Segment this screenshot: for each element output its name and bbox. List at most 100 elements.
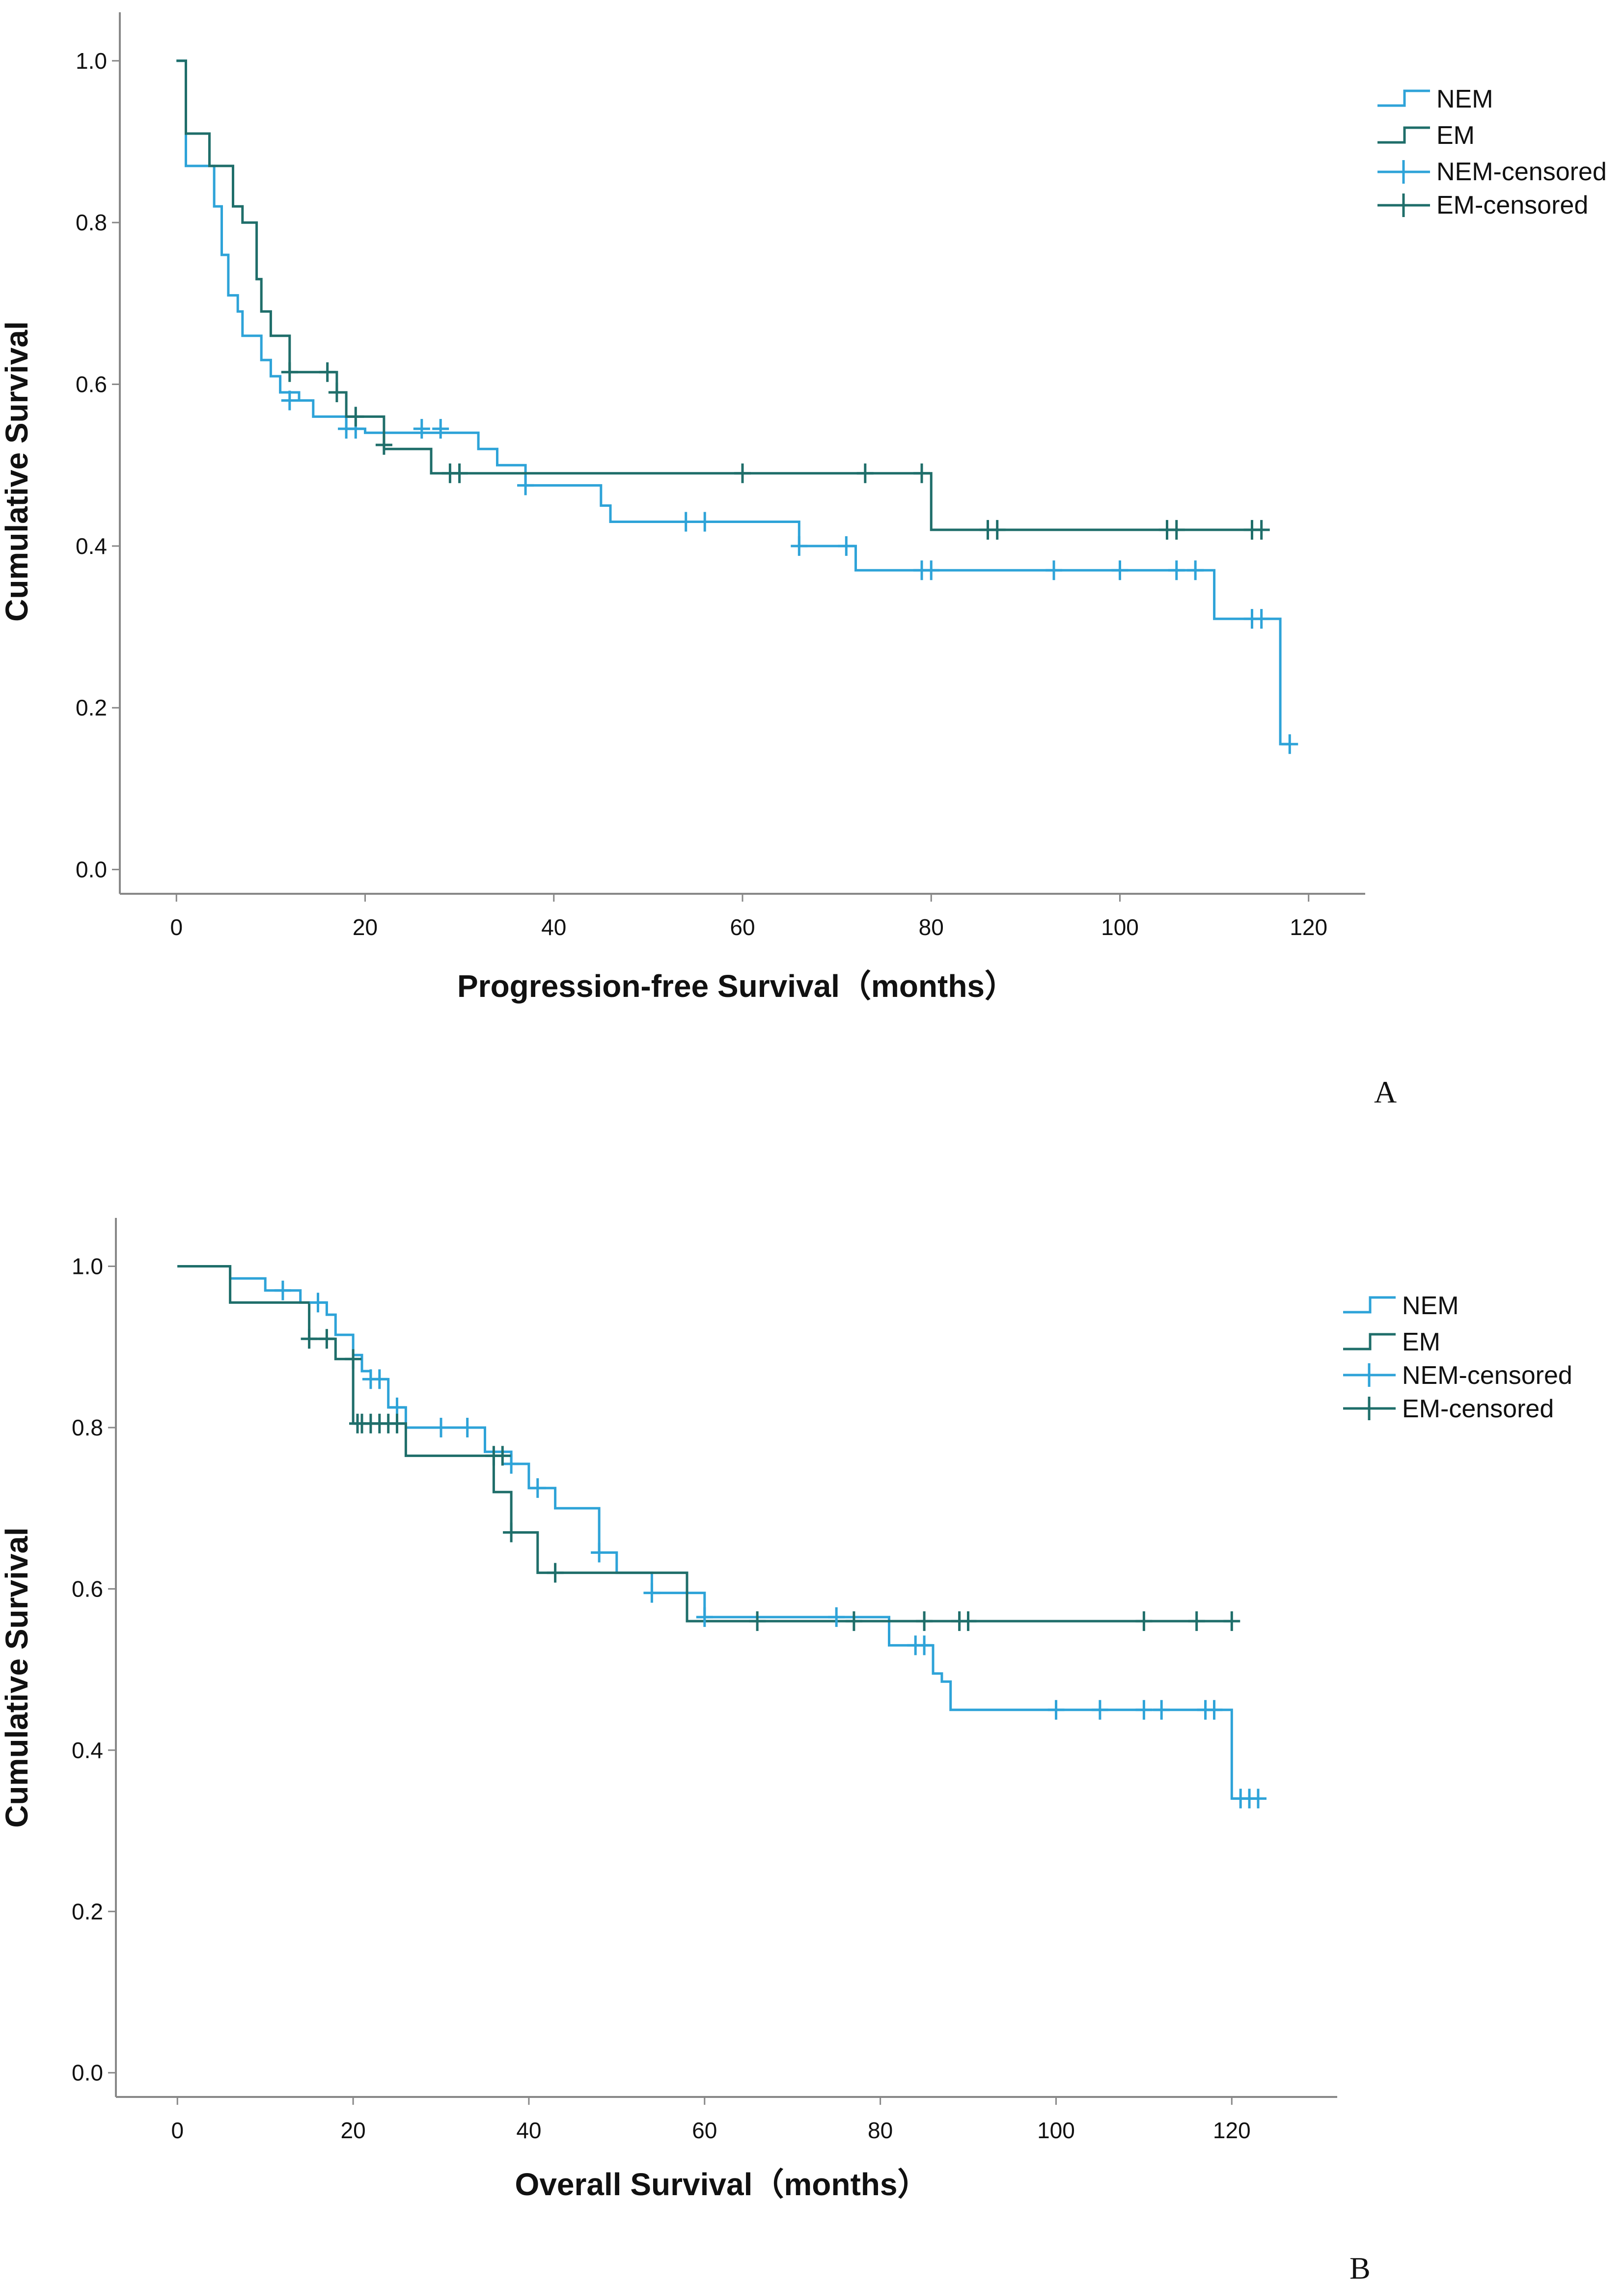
censor-mark-nem — [1206, 1700, 1223, 1720]
censor-mark-em — [749, 1611, 766, 1631]
censor-mark-nem — [433, 1418, 449, 1437]
y-tick-labels: 0.0 0.2 0.4 0.6 0.8 1.0 — [72, 1254, 103, 2086]
x-tick-label: 80 — [919, 914, 944, 940]
legend-item-nem: NEM — [1377, 85, 1493, 113]
legend-swatch-nem-step — [1343, 1296, 1396, 1314]
x-tick-label: 40 — [516, 2118, 541, 2143]
y-tick-label: 1.0 — [76, 48, 107, 74]
censor-mark-em — [734, 463, 751, 483]
legend-item-nem: NEM — [1343, 1292, 1459, 1320]
censor-mark-nem — [274, 1280, 291, 1300]
censor-mark-em — [301, 1329, 318, 1349]
y-tick-label: 0.8 — [72, 1415, 103, 1440]
censor-mark-nem — [923, 560, 940, 580]
legend-swatch-nem-step — [1377, 89, 1430, 107]
censor-mark-nem — [1047, 1700, 1065, 1720]
legend-swatch-em-step — [1343, 1333, 1396, 1350]
panel-a-chart: 0.0 0.2 0.4 0.6 0.8 1.0 0 20 40 60 80 100 120 Cumul… — [0, 12, 1607, 1109]
censor-mark-em — [1223, 1611, 1240, 1631]
survival-curve-em — [176, 59, 1262, 531]
censor-mark-nem — [503, 1454, 520, 1474]
legend-swatch-em-censored — [1377, 193, 1430, 217]
y-tick-label: 0.2 — [76, 695, 107, 720]
censor-mark-nem — [916, 1635, 933, 1655]
censor-mark-nem — [1135, 1700, 1153, 1720]
censor-mark-em — [989, 520, 1006, 540]
censor-mark-em — [375, 435, 392, 455]
axis-ticks — [112, 60, 1310, 902]
survival-curve-em — [177, 1265, 1232, 1623]
censor-mark-em — [1188, 1611, 1205, 1631]
legend-item-em: EM — [1377, 121, 1475, 150]
censor-mark-em — [345, 1349, 362, 1369]
legend-item-em-censored: EM-censored — [1377, 191, 1588, 220]
y-tick-label: 0.0 — [72, 2060, 103, 2086]
legend-item-em-censored: EM-censored — [1343, 1395, 1554, 1423]
censor-mark-nem — [1281, 734, 1298, 754]
y-tick-label: 0.6 — [76, 372, 107, 397]
censor-mark-nem — [1250, 1789, 1266, 1809]
y-tick-labels: 0.0 0.2 0.4 0.6 0.8 1.0 — [76, 48, 107, 882]
censor-mark-nem — [529, 1478, 546, 1498]
y-tick-label: 0.2 — [72, 1899, 103, 1924]
censor-mark-em — [913, 463, 930, 483]
censor-mark-nem — [696, 1607, 713, 1627]
censor-mark-em — [451, 463, 468, 483]
y-axis-title: Cumulative Survival — [0, 321, 34, 622]
censor-mark-em — [1253, 520, 1270, 540]
x-tick-label: 120 — [1213, 2118, 1251, 2143]
x-tick-label: 100 — [1101, 914, 1139, 940]
censor-mark-em — [856, 463, 874, 483]
censor-mark-em — [547, 1563, 564, 1583]
legend-swatch-nem-censored — [1377, 160, 1430, 184]
legend: NEM EM NEM-censored EM-censored — [1377, 85, 1607, 220]
y-tick-label: 0.8 — [76, 210, 107, 235]
x-tick-label: 20 — [353, 914, 378, 940]
censor-mark-em — [503, 1522, 520, 1543]
x-tick-label: 80 — [868, 2118, 893, 2143]
censor-mark-em — [347, 407, 364, 427]
censor-mark-nem — [838, 536, 855, 556]
legend-label-em: EM — [1402, 1328, 1440, 1356]
censor-mark-nem — [371, 1369, 388, 1389]
censor-mark-em — [281, 362, 298, 382]
x-tick-labels: 0 20 40 60 80 100 120 — [171, 2118, 1250, 2143]
y-tick-label: 1.0 — [72, 1254, 103, 1279]
censor-mark-nem — [517, 475, 534, 496]
x-tick-label: 40 — [541, 914, 566, 940]
censor-mark-nem — [413, 419, 430, 439]
censor-mark-em — [494, 1446, 511, 1466]
censor-mark-nem — [309, 1293, 327, 1313]
y-tick-label: 0.4 — [72, 1737, 103, 1763]
censor-markers — [274, 1280, 1266, 1809]
x-axis-title: Progression-free Survival（months） — [457, 968, 1016, 1004]
legend-item-nem-censored: NEM-censored — [1343, 1361, 1572, 1390]
legend-swatch-em-step — [1377, 126, 1430, 144]
y-tick-label: 0.4 — [76, 533, 107, 559]
panel-label-a: A — [1374, 1075, 1397, 1109]
censor-mark-em — [916, 1611, 933, 1631]
legend-item-em: EM — [1343, 1328, 1440, 1356]
y-tick-label: 0.6 — [72, 1576, 103, 1601]
censor-mark-nem — [1091, 1700, 1108, 1720]
censor-mark-nem — [828, 1607, 845, 1627]
censor-mark-nem — [432, 419, 449, 439]
x-tick-label: 100 — [1037, 2118, 1075, 2143]
x-tick-label: 120 — [1290, 914, 1327, 940]
censor-mark-em — [388, 1413, 406, 1433]
axis-ticks — [108, 1266, 1233, 2105]
censor-mark-nem — [696, 512, 714, 532]
censor-mark-nem — [677, 512, 694, 532]
legend-label-nem: NEM — [1402, 1292, 1459, 1320]
censor-mark-em — [960, 1611, 977, 1631]
panel-label-b: B — [1349, 2251, 1371, 2286]
legend-label-em-censored: EM-censored — [1402, 1395, 1554, 1423]
censor-mark-nem — [281, 390, 298, 411]
censor-mark-nem — [1153, 1700, 1170, 1720]
x-axis-title: Overall Survival（months） — [515, 2167, 929, 2202]
y-axis-title: Cumulative Survival — [0, 1527, 34, 1828]
legend-label-em-censored: EM-censored — [1436, 191, 1588, 220]
x-tick-label: 0 — [170, 914, 183, 940]
